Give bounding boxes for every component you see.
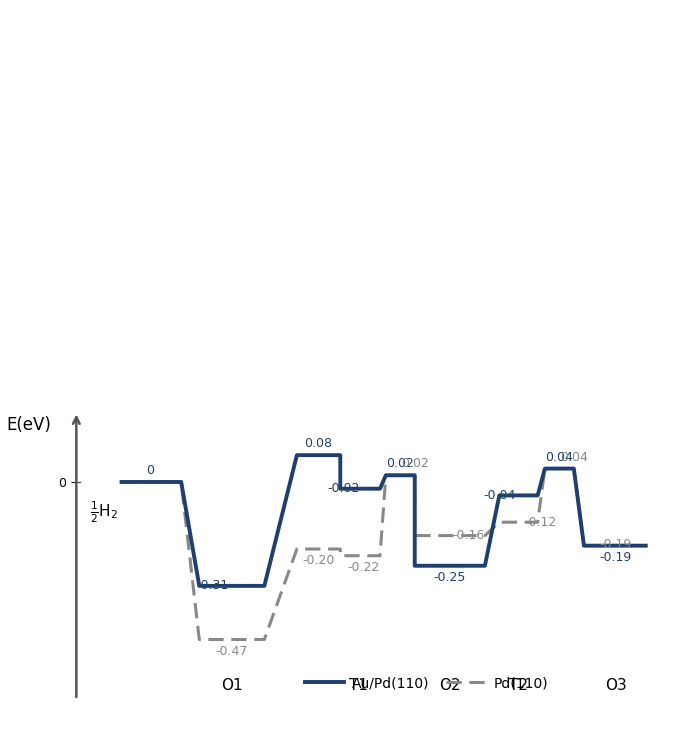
Text: 0.04: 0.04 [545,451,573,464]
Text: -0.16: -0.16 [452,529,484,542]
Text: -0.47: -0.47 [216,644,248,658]
Legend: Au/Pd(110), Pd(110): Au/Pd(110), Pd(110) [299,671,554,695]
Text: -0.04: -0.04 [483,489,515,502]
Text: -0.31: -0.31 [196,580,229,593]
Text: -0.19: -0.19 [600,538,632,550]
Text: T1: T1 [349,678,368,693]
Text: 0: 0 [146,464,154,477]
Text: O1: O1 [221,678,243,693]
Text: 0.02: 0.02 [401,457,429,470]
Text: E(eV): E(eV) [6,416,51,434]
Text: -0.20: -0.20 [303,554,335,567]
Text: T2: T2 [509,678,527,693]
Text: O2: O2 [439,678,460,693]
Text: -0.22: -0.22 [347,561,380,574]
Text: 0.02: 0.02 [387,457,414,470]
Text: -0.02: -0.02 [328,482,359,495]
Text: $\frac{1}{2}$H$_2$: $\frac{1}{2}$H$_2$ [90,499,118,525]
Text: 0.04: 0.04 [560,451,588,464]
Text: 0.08: 0.08 [305,437,332,450]
Text: O3: O3 [605,678,627,693]
Text: -0.25: -0.25 [433,571,466,584]
Text: -0.19: -0.19 [600,550,632,564]
Text: -0.12: -0.12 [524,515,556,529]
